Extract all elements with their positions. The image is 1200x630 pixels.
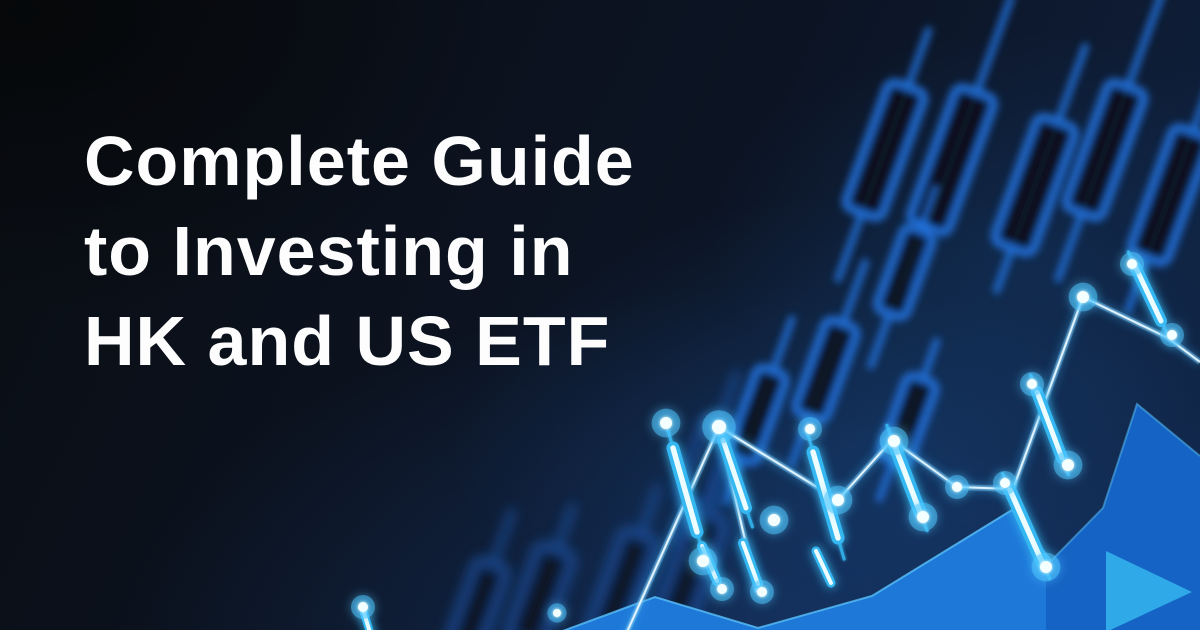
candlestick-icon bbox=[990, 42, 1089, 295]
play-triangle-icon bbox=[1106, 551, 1192, 630]
candlestick-icon bbox=[834, 26, 933, 283]
title-line: to Investing in bbox=[84, 212, 574, 290]
background-candlesticks bbox=[445, 0, 1200, 630]
candlestick-icon bbox=[503, 503, 577, 630]
candlestick-icon bbox=[1054, 0, 1170, 283]
title-line: Complete Guide bbox=[84, 122, 635, 200]
neon-candle-icon bbox=[811, 546, 836, 588]
mountain-light bbox=[565, 510, 1052, 630]
mountain-deep bbox=[1046, 404, 1200, 630]
title-line: HK and US ETF bbox=[84, 302, 611, 380]
candlestick-icon bbox=[867, 183, 940, 370]
candlestick-icon bbox=[445, 508, 516, 630]
neon-candle-icon bbox=[738, 538, 763, 589]
neon-candle-icon bbox=[665, 425, 705, 555]
neon-candlesticks bbox=[360, 250, 1171, 630]
banner-title: Complete Guide to Investing in HK and US… bbox=[84, 116, 635, 386]
glow-dots bbox=[351, 252, 1184, 623]
